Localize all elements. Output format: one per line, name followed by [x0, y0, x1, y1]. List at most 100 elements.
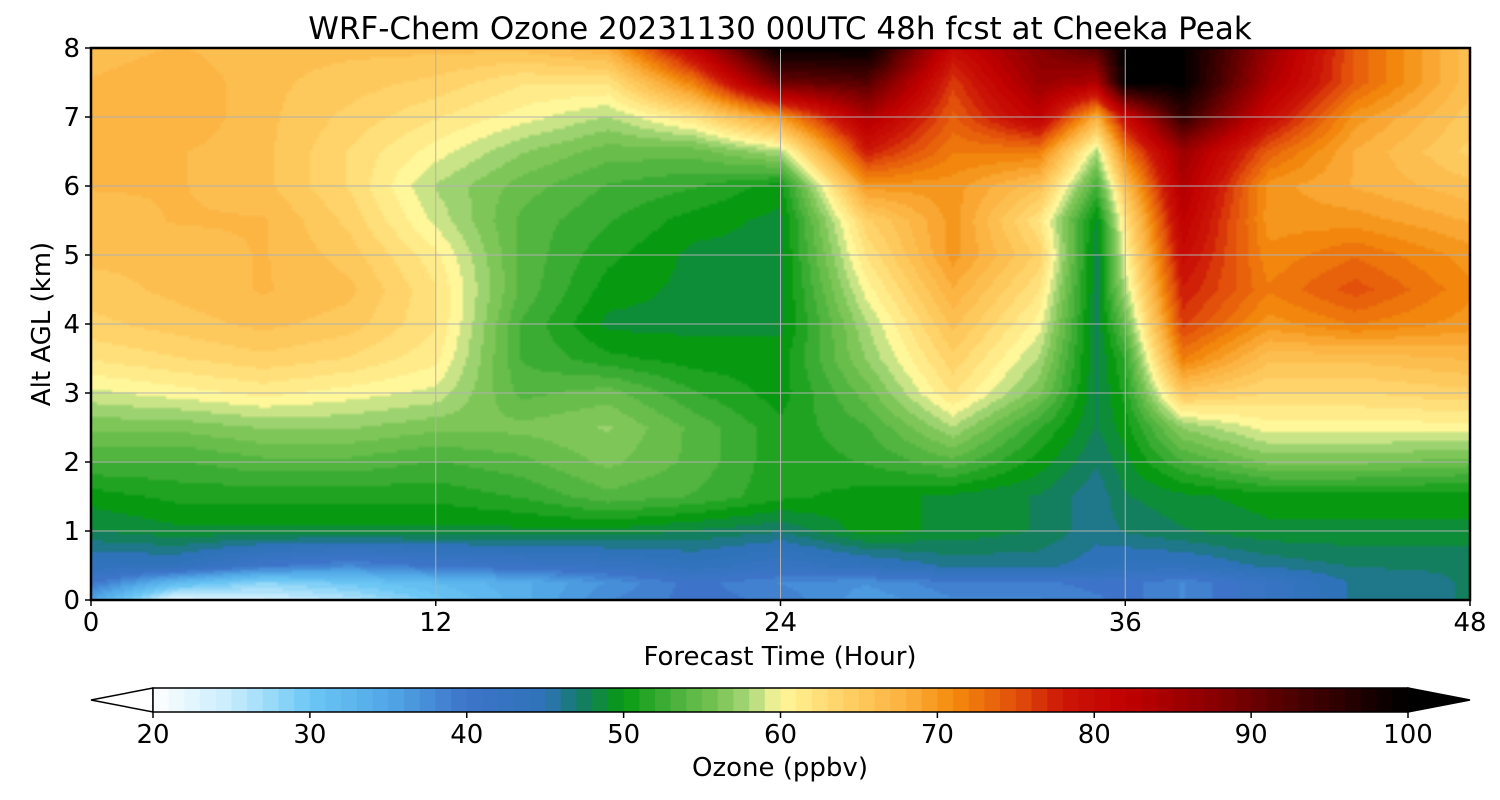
colorbar-swatch [639, 688, 656, 712]
colorbar-swatch [1392, 688, 1409, 712]
y-tick-label: 5 [63, 241, 80, 271]
colorbar-swatch [231, 688, 248, 712]
colorbar: 20 30 40 50 60 70 80 90 100 [90, 687, 1471, 750]
colorbar-swatch [482, 688, 499, 712]
x-tick-label: 36 [1109, 608, 1142, 638]
colorbar-swatch [560, 688, 578, 712]
colorbar-swatch [153, 688, 170, 712]
colorbar-swatch [1125, 688, 1142, 712]
colorbar-tick-label: 20 [136, 720, 169, 750]
colorbar-tick-label: 40 [450, 720, 483, 750]
colorbar-swatch [592, 688, 609, 712]
x-tick-label: 0 [83, 608, 100, 638]
colorbar-swatch [1235, 688, 1252, 712]
y-tick-label: 6 [63, 172, 80, 202]
colorbar-max-extend [1407, 687, 1471, 713]
colorbar-swatch [607, 688, 625, 712]
colorbar-swatch [1298, 688, 1315, 712]
colorbar-swatch [655, 688, 672, 712]
y-tick-label: 7 [63, 103, 80, 133]
y-tick-label: 4 [63, 310, 80, 340]
colorbar-swatch [278, 688, 295, 712]
colorbar-tick-label: 80 [1078, 720, 1111, 750]
y-tick-label: 2 [63, 448, 80, 478]
colorbar-swatch [702, 688, 719, 712]
colorbar-swatch [1031, 688, 1048, 712]
colorbar-swatch [309, 688, 327, 712]
colorbar-tick-label: 30 [293, 720, 326, 750]
chart-title: WRF-Chem Ozone 20231130 00UTC 48h fcst a… [308, 11, 1252, 47]
x-axis: 0 12 24 36 48 [83, 600, 1487, 638]
colorbar-swatch [984, 688, 1001, 712]
colorbar-swatch [200, 688, 217, 712]
colorbar-swatch [733, 688, 750, 712]
colorbar-swatch [1109, 688, 1127, 712]
colorbar-swatch [419, 688, 436, 712]
colorbar-swatch [1266, 688, 1284, 712]
colorbar-swatch [215, 688, 233, 712]
colorbar-swatch [890, 688, 907, 712]
colorbar-swatch [1360, 688, 1378, 712]
colorbar-swatch [1329, 688, 1346, 712]
colorbar-swatch [576, 688, 593, 712]
colorbar-label: Ozone (ppbv) [692, 753, 868, 783]
colorbar-swatch [435, 688, 452, 712]
y-tick-label: 3 [63, 379, 80, 409]
colorbar-swatch [341, 688, 358, 712]
colorbar-swatch [749, 688, 766, 712]
colorbar-swatch [1015, 688, 1033, 712]
colorbar-swatch [1345, 688, 1362, 712]
colorbar-swatch [247, 688, 264, 712]
colorbar-swatch [1172, 688, 1189, 712]
y-axis-label: Alt AGL (km) [27, 242, 57, 406]
colorbar-swatch [294, 688, 311, 712]
colorbar-swatch [686, 688, 703, 712]
colorbar-tick-label: 100 [1383, 720, 1433, 750]
colorbar-swatch [451, 688, 468, 712]
x-axis-label: Forecast Time (Hour) [643, 642, 916, 672]
colorbar-swatch [937, 688, 954, 712]
colorbar-swatch [262, 688, 280, 712]
colorbar-swatch [1251, 688, 1268, 712]
colorbar-swatch [1313, 688, 1331, 712]
colorbar-swatch [764, 688, 782, 712]
colorbar-swatch [1282, 688, 1299, 712]
colorbar-swatch [906, 688, 923, 712]
colorbar-swatch [466, 688, 484, 712]
colorbar-swatch [1204, 688, 1221, 712]
colorbar-swatch [796, 688, 813, 712]
colorbar-swatch [780, 688, 797, 712]
colorbar-swatch [168, 688, 185, 712]
colorbar-swatch [529, 688, 546, 712]
colorbar-tick-label: 90 [1235, 720, 1268, 750]
colorbar-swatch [827, 688, 844, 712]
colorbar-swatch [1157, 688, 1174, 712]
colorbar-swatch [1094, 688, 1111, 712]
colorbar-swatch [372, 688, 389, 712]
colorbar-swatch [717, 688, 735, 712]
colorbar-swatch [670, 688, 687, 712]
y-tick-label: 0 [63, 586, 80, 616]
x-tick-label: 12 [419, 608, 452, 638]
colorbar-tick-label: 70 [921, 720, 954, 750]
colorbar-tick-label: 60 [764, 720, 797, 750]
colorbar-swatch [874, 688, 891, 712]
colorbar-swatch [184, 688, 201, 712]
colorbar-swatch [356, 688, 374, 712]
colorbar-swatch [1062, 688, 1080, 712]
colorbar-swatch [1047, 688, 1064, 712]
colorbar-tick-label: 50 [607, 720, 640, 750]
colorbar-swatch [404, 688, 421, 712]
x-tick-label: 24 [764, 608, 797, 638]
colorbar-swatch [545, 688, 562, 712]
colorbar-swatch [858, 688, 876, 712]
colorbar-swatch [1078, 688, 1095, 712]
colorbar-swatch [953, 688, 970, 712]
y-tick-label: 1 [63, 517, 80, 547]
colorbar-swatch [498, 688, 515, 712]
colorbar-swatch [1188, 688, 1205, 712]
colorbar-swatch [1219, 688, 1237, 712]
colorbar-swatch [843, 688, 860, 712]
y-axis: 0 1 2 3 4 5 6 7 8 [63, 34, 91, 616]
